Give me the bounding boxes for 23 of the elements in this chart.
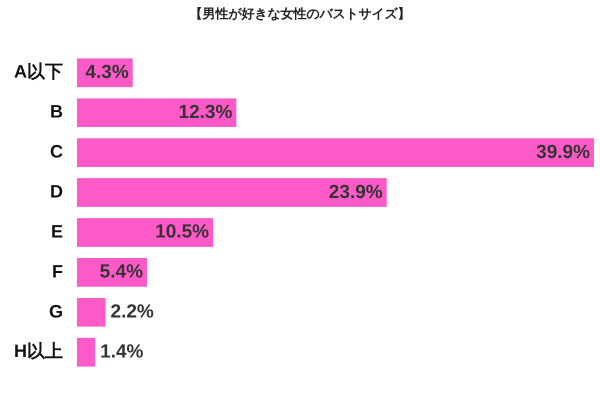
bar — [77, 98, 236, 128]
data-label: 2.2% — [110, 302, 154, 323]
y-tick-label: C — [50, 142, 63, 162]
bar — [77, 218, 214, 247]
bar — [77, 138, 594, 167]
y-tick-label: B — [50, 102, 63, 122]
data-label: 5.4% — [100, 262, 144, 283]
chart-title: 【男性が好きな女性のバストサイズ】 — [188, 6, 412, 24]
y-tick-label: G — [48, 301, 63, 322]
data-label: 12.3% — [178, 102, 232, 123]
data-label: 4.3% — [85, 62, 129, 83]
bar — [77, 298, 106, 327]
data-label: 39.9% — [536, 142, 590, 163]
data-label: 23.9% — [328, 182, 383, 203]
bar — [77, 338, 96, 367]
y-tick-label: F — [52, 261, 63, 282]
y-tick-label: H以上 — [14, 341, 63, 362]
data-label: 1.4% — [100, 341, 144, 362]
y-tick-label: E — [50, 221, 63, 242]
data-label: 10.5% — [155, 222, 210, 243]
y-tick-label: A以下 — [14, 62, 63, 82]
bar — [77, 178, 387, 207]
y-tick-label: D — [50, 182, 63, 202]
